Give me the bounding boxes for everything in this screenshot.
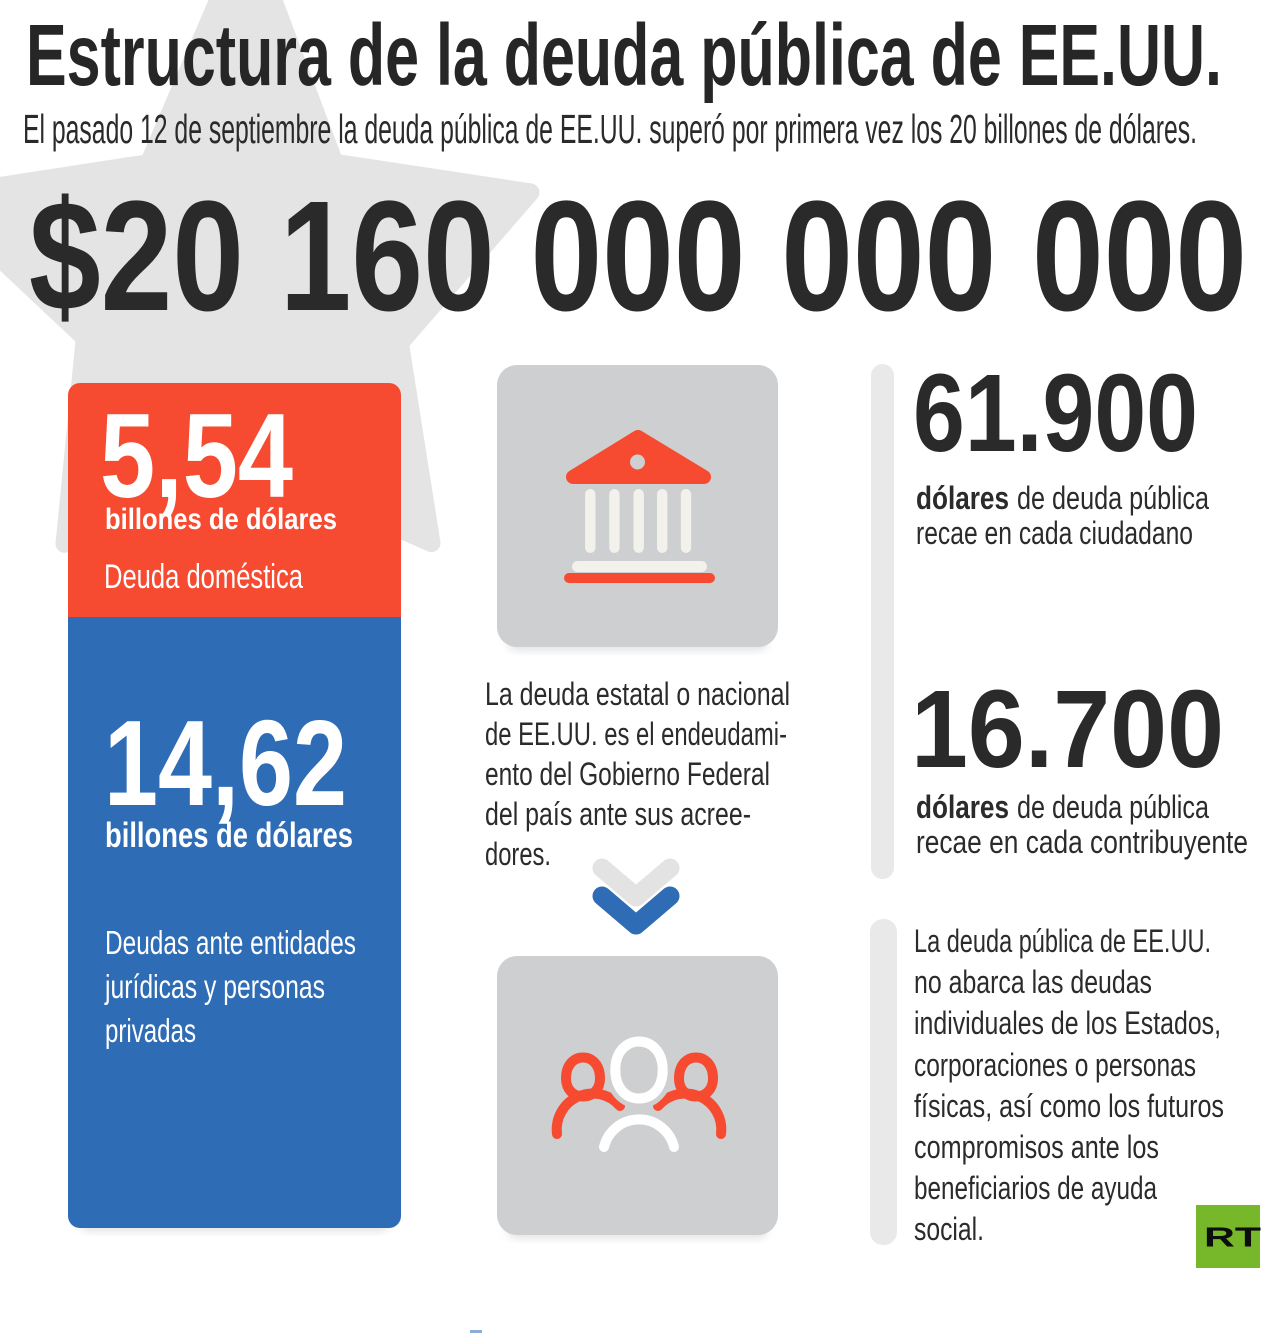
svg-text:dores.: dores. (485, 836, 551, 872)
svg-text:14,62: 14,62 (104, 695, 347, 831)
svg-text:El pasado 12 de septiembre la: El pasado 12 de septiembre la deuda públ… (23, 106, 1197, 152)
svg-text:dólares: dólares (916, 480, 1009, 516)
svg-text:Deuda doméstica: Deuda doméstica (104, 558, 303, 596)
svg-text:compromisos ante los: compromisos ante los (914, 1129, 1159, 1165)
svg-text:La deuda pública de EE.UU.: La deuda pública de EE.UU. (914, 923, 1211, 959)
svg-text:La deuda estatal o nacional: La deuda estatal o nacional (485, 676, 790, 712)
svg-text:16.700: 16.700 (911, 668, 1224, 791)
svg-text:billones de dólares: billones de dólares (105, 816, 353, 855)
svg-text:de deuda pública: de deuda pública (1017, 789, 1209, 825)
svg-text:jurídicas y personas: jurídicas y personas (104, 968, 325, 1005)
svg-text:recae en cada contribuyente: recae en cada contribuyente (916, 824, 1248, 860)
svg-text:no abarca las deudas: no abarca las deudas (914, 964, 1152, 1000)
svg-text:corporaciones o personas: corporaciones o personas (914, 1047, 1196, 1083)
svg-text:físicas, así como los futuros: físicas, así como los futuros (914, 1088, 1224, 1124)
svg-text:individuales de los Estados,: individuales de los Estados, (914, 1005, 1221, 1041)
svg-text:del país ante sus acree-: del país ante sus acree- (485, 796, 751, 832)
svg-text:5,54: 5,54 (100, 389, 293, 523)
svg-text:recae en cada ciudadano: recae en cada ciudadano (916, 515, 1193, 551)
svg-text:Deudas ante entidades: Deudas ante entidades (105, 924, 356, 961)
svg-text:billones de dólares: billones de dólares (105, 503, 337, 536)
svg-text:Estructura de la deuda pública: Estructura de la deuda pública de EE.UU. (26, 7, 1222, 104)
svg-text:$20 160 000 000 000: $20 160 000 000 000 (29, 169, 1247, 344)
svg-text:beneficiarios de ayuda: beneficiarios de ayuda (914, 1170, 1157, 1206)
svg-text:dólares: dólares (916, 789, 1009, 825)
svg-text:de EE.UU. es el endeudami-: de EE.UU. es el endeudami- (485, 716, 787, 752)
svg-text:ento del Gobierno Federal: ento del Gobierno Federal (485, 756, 770, 792)
svg-text:RT: RT (1204, 1222, 1261, 1253)
svg-text:61.900: 61.900 (913, 352, 1198, 475)
svg-text:privadas: privadas (105, 1012, 196, 1049)
svg-text:social.: social. (914, 1211, 984, 1247)
svg-text:de deuda pública: de deuda pública (1017, 480, 1209, 516)
